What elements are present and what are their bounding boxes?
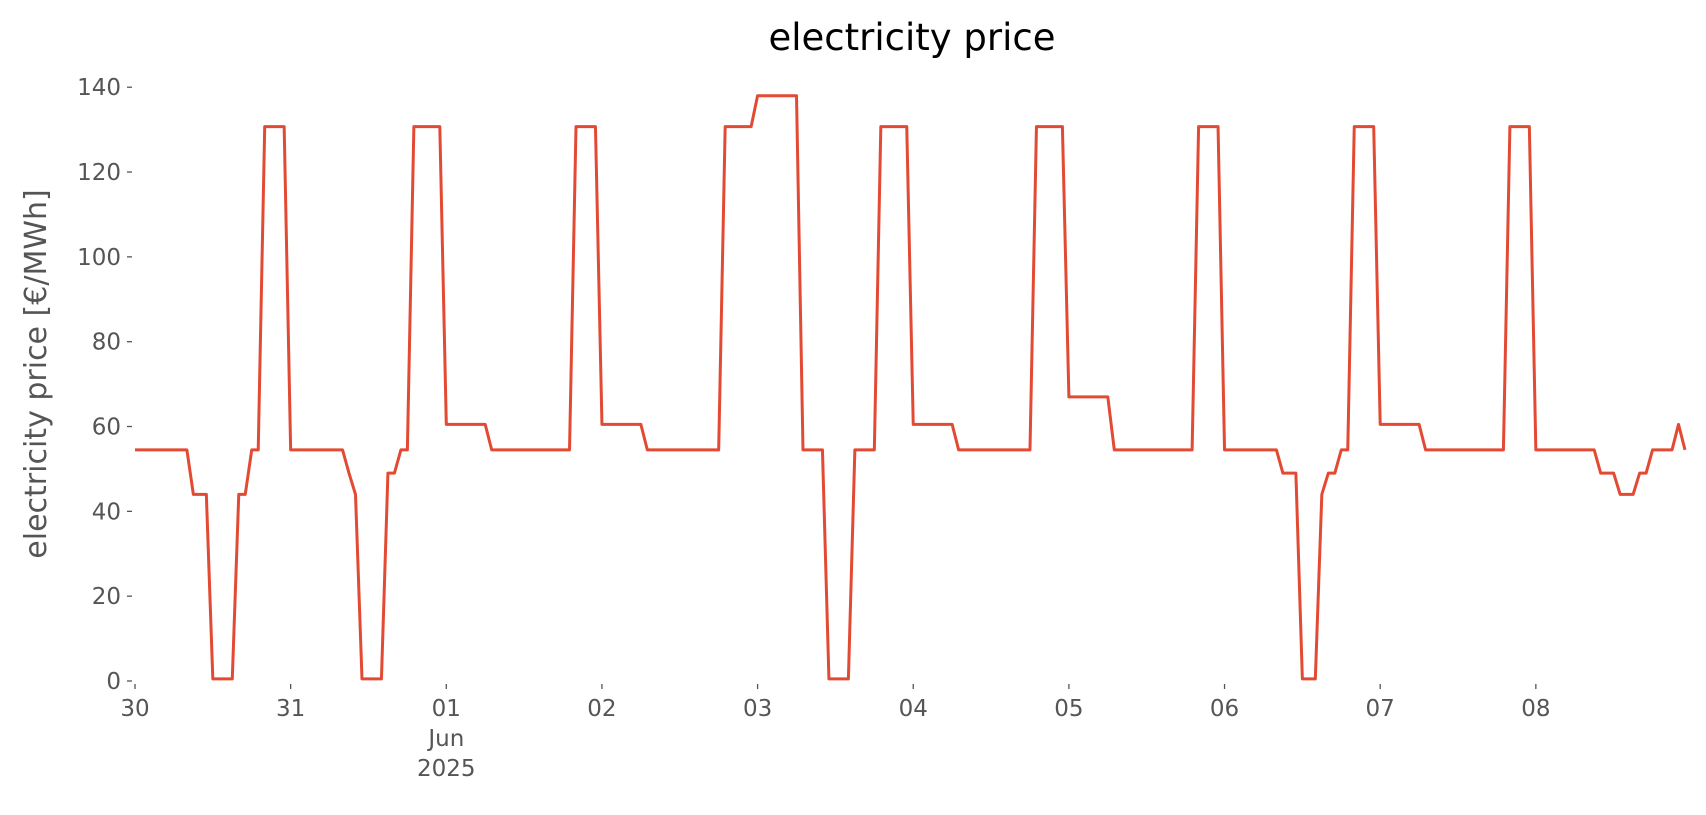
x-tick-label: 01 — [432, 696, 461, 722]
x-date-label: Jun — [426, 726, 464, 752]
x-tick-label: 30 — [120, 696, 149, 722]
x-tick-label: 08 — [1521, 696, 1550, 722]
y-tick-label: 60 — [92, 415, 121, 441]
price-line — [135, 94, 1687, 681]
y-axis-label: electricity price [€/MWh] — [19, 189, 54, 558]
x-tick-label: 04 — [899, 696, 928, 722]
x-tick-label: 03 — [743, 696, 772, 722]
y-tick-label: 80 — [92, 330, 121, 356]
x-tick-label: 07 — [1366, 696, 1395, 722]
x-date-label: 2025 — [417, 756, 476, 782]
y-tick-label: 100 — [77, 245, 121, 271]
x-tick-label: 31 — [276, 696, 305, 722]
y-tick-label: 20 — [92, 584, 121, 610]
x-tick-label: 02 — [587, 696, 616, 722]
chart-title: electricity price — [768, 16, 1055, 59]
x-tick-label: 06 — [1210, 696, 1239, 722]
y-tick-label: 140 — [77, 75, 121, 101]
y-tick-label: 120 — [77, 160, 121, 186]
x-tick-label: 05 — [1054, 696, 1083, 722]
y-tick-label: 0 — [106, 669, 121, 695]
y-tick-label: 40 — [92, 499, 121, 525]
